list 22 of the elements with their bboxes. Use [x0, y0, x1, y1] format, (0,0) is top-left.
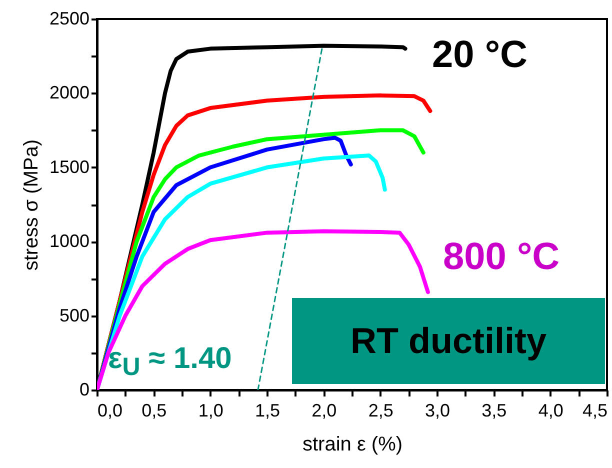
- x-tick-label: 4,0: [538, 400, 564, 420]
- x-axis-title: strain ε (%): [302, 434, 403, 456]
- y-tick-label: 2500: [49, 8, 90, 28]
- annotation: 20 °C: [432, 34, 528, 76]
- y-tick-label: 1000: [49, 231, 90, 252]
- annotation: 800 °C: [443, 236, 560, 278]
- x-tick-label: 3,5: [482, 400, 507, 420]
- annotation: ε$_{U}$ ≈ 1.40: [108, 342, 232, 381]
- y-tick-label: 0: [79, 380, 90, 400]
- x-tick-label: 2,0: [312, 400, 337, 420]
- x-tick-label: 3,0: [424, 400, 450, 420]
- x-tick-label: 1,5: [254, 400, 280, 420]
- y-tick-label: 2000: [49, 82, 90, 103]
- annotation: RT ductility: [350, 320, 548, 361]
- y-tick-label: 500: [59, 305, 90, 326]
- y-axis-title: stress σ (MPa): [20, 139, 42, 271]
- x-tick-label: 0,0: [98, 400, 123, 420]
- x-tick-label: 1,0: [198, 400, 224, 420]
- x-tick-label: 0,5: [142, 400, 167, 420]
- y-tick-label: 1500: [49, 156, 90, 177]
- x-tick-label: 2,5: [368, 400, 394, 420]
- x-tick-label: 4,5: [582, 400, 608, 420]
